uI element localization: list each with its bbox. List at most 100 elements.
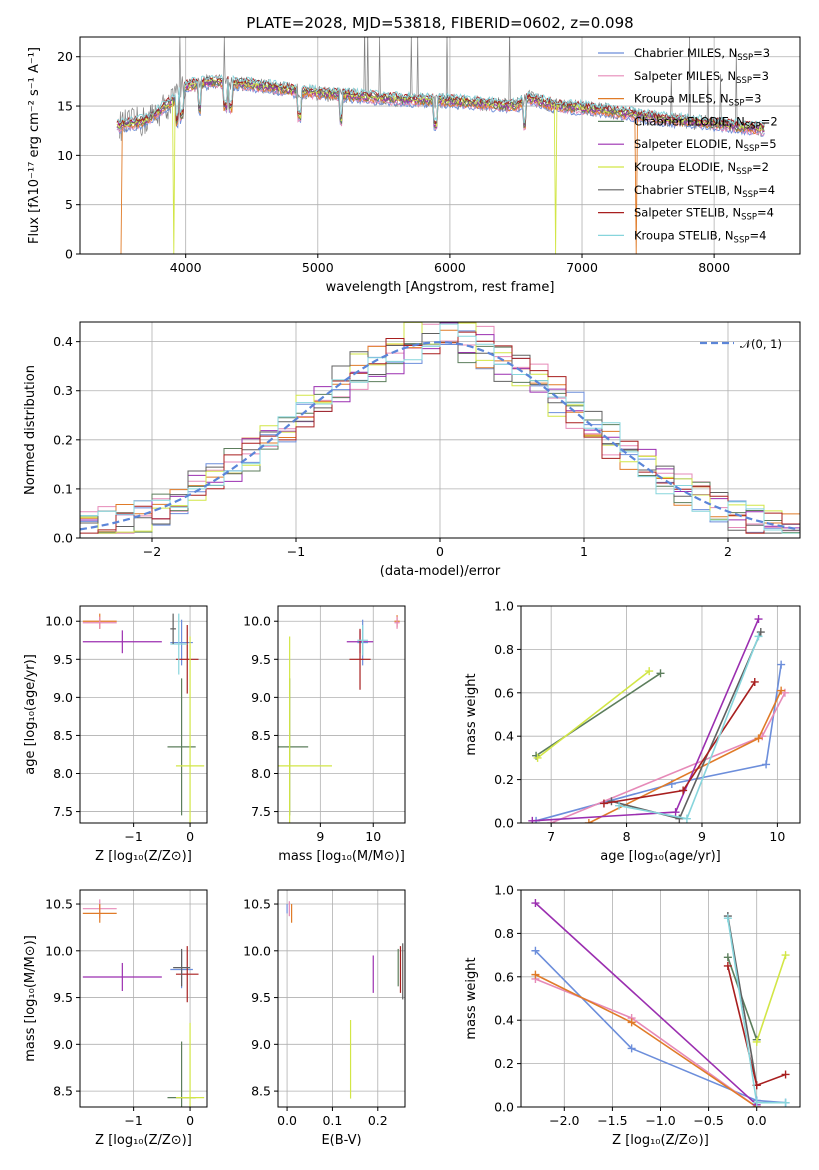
- mass_vs_EBV-ytick-label-3: 10.0: [243, 943, 271, 958]
- massweight_vs_age-frame: [520, 605, 801, 824]
- spectrum-plot-area: [116, 37, 765, 254]
- massweight_vs_Z-series-7-point-0: [723, 961, 732, 970]
- legend-entry-2: Kroupa MILES, NSSP=3: [634, 92, 761, 109]
- mass_vs_EBV-ytick-label-2: 9.5: [251, 990, 271, 1005]
- spectrum-ytick-label-3: 15: [57, 99, 73, 114]
- massweight_vs_Z-ytick-label-5: 1.0: [494, 883, 514, 898]
- massweight_vs_Z-series-line-5: [755, 954, 787, 1043]
- age_vs_Z-ytick-label-4: 9.5: [53, 652, 73, 667]
- massweight_vs_Z-ylabel: mass weight: [464, 957, 479, 1039]
- age_vs_Z-ytick-label-3: 9.0: [53, 690, 73, 705]
- massweight_vs_Z-series-0-point-1: [627, 1044, 636, 1053]
- massweight_vs_age-ytick-label-0: 0.0: [494, 816, 514, 831]
- age_vs_mass-ytick-label-3: 9.0: [251, 690, 271, 705]
- age_vs_mass-xtick-label-1: 10: [365, 829, 381, 844]
- residual-normal-curve: [80, 341, 800, 531]
- massweight_vs_age-series-line-5: [537, 670, 650, 759]
- residuals-xtick-label-3: 1: [580, 544, 588, 559]
- spectrum-xtick-label-1: 5000: [302, 260, 334, 275]
- massweight_vs_Z-series-line-0: [534, 950, 786, 1104]
- age_vs_mass-plot-area: [278, 615, 400, 823]
- legend-entry-5: Kroupa ELODIE, NSSP=2: [634, 160, 769, 177]
- massweight_vs_age-series-7-point-2: [750, 677, 759, 686]
- massweight_vs_Z-series-0-point-0: [531, 946, 540, 955]
- massweight_vs_Z-ytick-label-2: 0.4: [494, 1013, 514, 1028]
- age_vs_mass-ytick-label-2: 8.5: [251, 728, 271, 743]
- massweight_vs_Z-xtick-label-3: −0.5: [693, 1113, 723, 1128]
- massweight_vs_age-series-0-point-2: [762, 760, 771, 769]
- mass_vs_Z-frame: [79, 889, 208, 1108]
- age_vs_mass-ytick-label-5: 10.0: [243, 614, 271, 629]
- residuals-xtick-label-2: 0: [436, 544, 444, 559]
- massweight_vs_age-ytick-label-2: 0.4: [494, 729, 514, 744]
- massweight_vs_Z-series-2-point-0: [531, 970, 540, 979]
- residuals-xtick-label-4: 2: [724, 544, 732, 559]
- massweight_vs_age-xlabel: age [log₁₀(age/yr)]: [600, 849, 721, 864]
- massweight_vs_age-series-8-point-0: [615, 801, 624, 810]
- mass_vs_Z-ytick-label-2: 9.5: [53, 990, 73, 1005]
- massweight_vs_Z-xtick-label-0: −2.0: [549, 1113, 579, 1128]
- massweight_vs_age-series-6-point-1: [675, 814, 684, 823]
- mass_vs_EBV-xlabel: E(B-V): [321, 1133, 361, 1148]
- massweight_vs_age-series-6-point-2: [756, 628, 765, 637]
- massweight_vs_age-series-8-point-1: [682, 814, 691, 823]
- age_vs_mass-xtick-label-0: 9: [316, 829, 324, 844]
- spectrum-ytick-label-2: 10: [57, 148, 73, 163]
- age_vs_Z-plot-area: [82, 613, 205, 823]
- massweight_vs_age-series-7-point-0: [599, 799, 608, 808]
- residuals-ytick-label-2: 0.2: [53, 432, 73, 447]
- figure-title: PLATE=2028, MJD=53818, FIBERID=0602, z=0…: [246, 14, 633, 32]
- massweight_vs_Z-xlabel: Z [log₁₀(Z/Z⊙)]: [612, 1133, 709, 1148]
- massweight_vs_age-series-4-point-1: [671, 808, 680, 817]
- massweight_vs_Z-series-3-point-0: [531, 899, 540, 908]
- age_vs_mass-ytick-label-1: 8.0: [251, 766, 271, 781]
- residuals-ytick-label-3: 0.3: [53, 383, 73, 398]
- mass_vs_Z-ytick-label-1: 9.0: [53, 1037, 73, 1052]
- residuals-xtick-label-1: −1: [287, 544, 305, 559]
- massweight_vs_age-series-2-point-1: [754, 734, 763, 743]
- age_vs_Z-xlabel: Z [log₁₀(Z/Z⊙)]: [95, 849, 192, 864]
- residuals-xlabel: (data-model)/error: [380, 564, 501, 579]
- massweight_vs_Z-ytick-label-3: 0.6: [494, 969, 514, 984]
- age_vs_Z-xtick-label-0: −1: [124, 829, 142, 844]
- massweight_vs_Z-series-7-point-2: [781, 1070, 790, 1079]
- spectrum-xtick-label-3: 7000: [566, 260, 598, 275]
- mass_vs_EBV-ytick-label-0: 8.5: [251, 1084, 271, 1099]
- residuals-ytick-label-1: 0.1: [53, 481, 73, 496]
- massweight_vs_age-plot-area: [528, 615, 789, 823]
- massweight_vs_Z-ytick-label-1: 0.2: [494, 1056, 514, 1071]
- massweight_vs_age-xtick-label-3: 10: [769, 829, 785, 844]
- massweight_vs_age-ylabel: mass weight: [464, 673, 479, 755]
- age_vs_Z-ylabel: age [log₁₀(age/yr)]: [23, 654, 38, 775]
- massweight_vs_age-xtick-label-1: 8: [623, 829, 631, 844]
- legend-entry-1: Salpeter MILES, NSSP=3: [634, 69, 769, 86]
- massweight_vs_age-ytick-label-1: 0.2: [494, 772, 514, 787]
- mass_vs_Z-ytick-label-0: 8.5: [53, 1084, 73, 1099]
- massweight_vs_Z-xtick-label-2: −1.0: [645, 1113, 675, 1128]
- mass_vs_Z-ytick-label-3: 10.0: [45, 943, 73, 958]
- massweight_vs_Z-series-4-point-0: [723, 953, 732, 962]
- massweight_vs_Z-series-5-point-0: [752, 1037, 761, 1046]
- massweight_vs_age-series-3-point-1: [656, 669, 665, 678]
- residuals-ytick-label-4: 0.4: [53, 334, 73, 349]
- mass_vs_Z-plot-area: [82, 899, 205, 1107]
- spectrum-ytick-label-0: 0: [65, 247, 73, 262]
- age_vs_Z-ytick-label-2: 8.5: [53, 728, 73, 743]
- mass_vs_EBV-ytick-label-4: 10.5: [243, 897, 271, 912]
- massweight_vs_age-series-4-point-0: [528, 816, 537, 823]
- mass_vs_EBV-plot-area: [286, 901, 404, 1099]
- legend-entry-0: Chabrier MILES, NSSP=3: [634, 46, 770, 63]
- spectrum-frame: [79, 36, 801, 255]
- massweight_vs_Z-series-line-3: [534, 902, 758, 1106]
- age_vs_mass-xlabel: mass [log₁₀(M/M⊙)]: [278, 849, 405, 864]
- age_vs_mass-ytick-label-0: 7.5: [251, 804, 271, 819]
- massweight_vs_Z-series-5-point-1: [781, 951, 790, 960]
- age_vs_Z-xtick-label-1: 0: [186, 829, 194, 844]
- mass_vs_EBV-ytick-label-1: 9.0: [251, 1037, 271, 1052]
- massweight_vs_age-series-5-point-0: [533, 753, 542, 762]
- spectrum-ylabel: Flux [fλ10⁻¹⁷ erg cm⁻² s⁻¹ A⁻¹]: [27, 47, 42, 244]
- residuals-xtick-label-0: −2: [143, 544, 161, 559]
- massweight_vs_Z-plot-area: [531, 899, 790, 1107]
- residual-legend-label: 𝒩(0, 1): [740, 337, 782, 351]
